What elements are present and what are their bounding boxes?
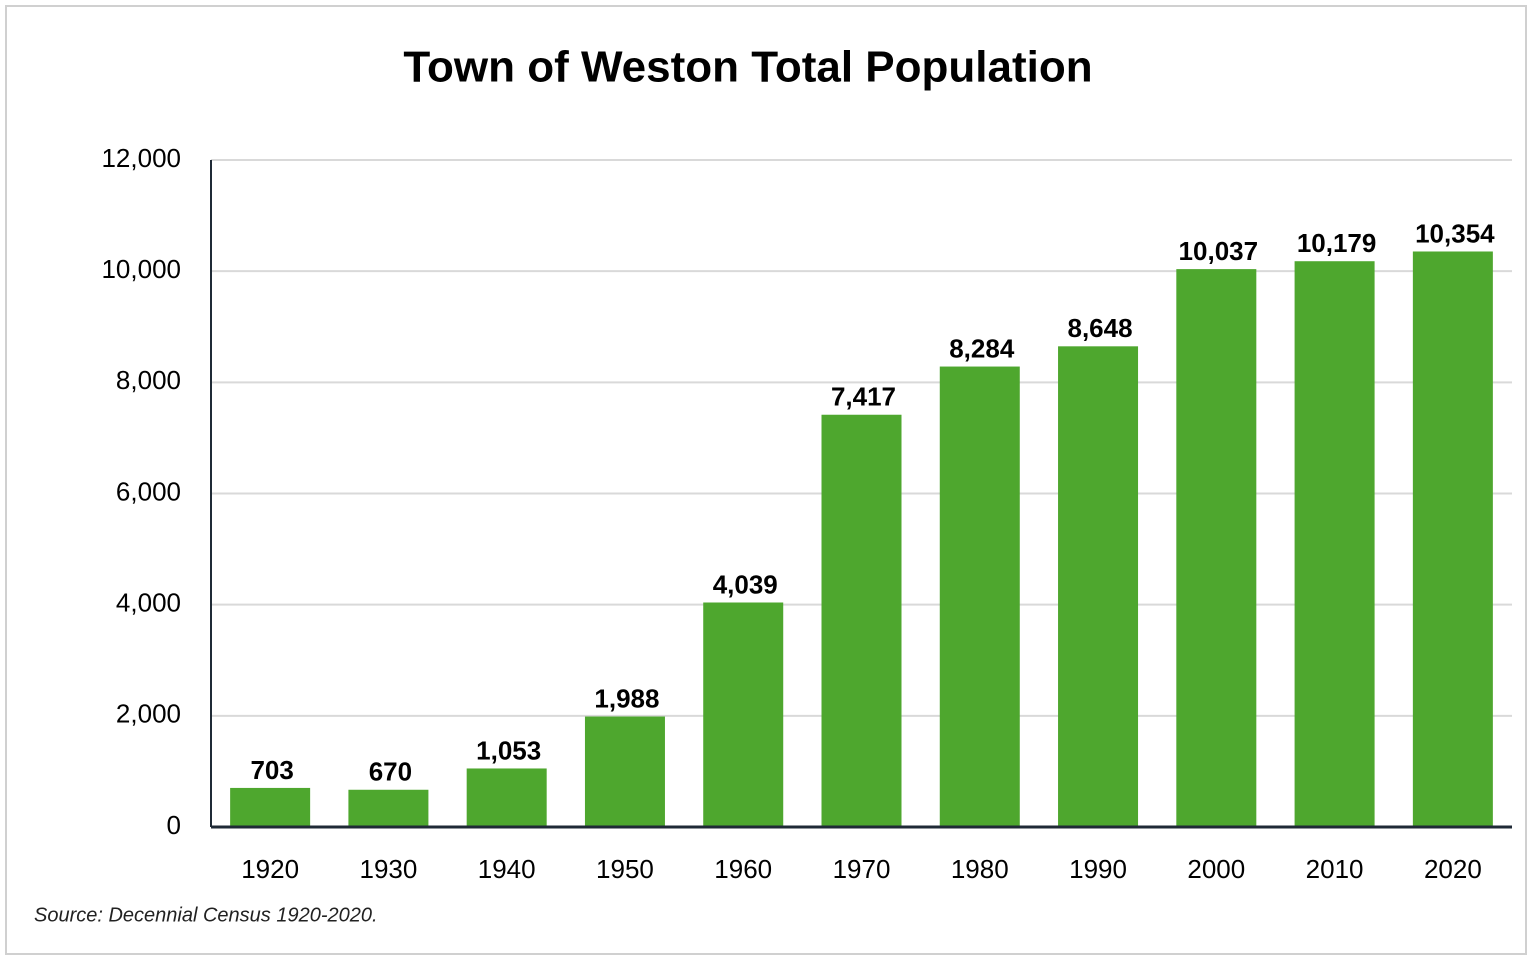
bar xyxy=(1058,346,1139,827)
y-tick-label: 0 xyxy=(167,810,181,840)
bar xyxy=(703,602,784,827)
bar xyxy=(939,366,1020,827)
value-label: 1,988 xyxy=(594,683,659,713)
value-label: 10,037 xyxy=(1179,236,1259,266)
value-label: 8,648 xyxy=(1068,313,1133,343)
x-tick-label: 1990 xyxy=(1069,854,1127,884)
value-label: 670 xyxy=(369,757,412,787)
value-label: 703 xyxy=(250,755,293,785)
x-tick-label: 2010 xyxy=(1306,854,1364,884)
value-label: 10,354 xyxy=(1415,218,1495,248)
bar xyxy=(1176,269,1257,827)
bar xyxy=(466,768,547,827)
x-tick-label: 1980 xyxy=(951,854,1009,884)
y-tick-label: 12,000 xyxy=(101,143,181,173)
x-tick-label: 1950 xyxy=(596,854,654,884)
value-label: 8,284 xyxy=(949,333,1015,363)
y-tick-label: 8,000 xyxy=(116,365,181,395)
y-tick-label: 2,000 xyxy=(116,699,181,729)
x-tick-label: 1970 xyxy=(833,854,891,884)
x-tick-label: 1940 xyxy=(478,854,536,884)
value-label: 10,179 xyxy=(1297,228,1377,258)
y-tick-label: 4,000 xyxy=(116,588,181,618)
bar xyxy=(1294,261,1375,827)
x-tick-label: 1960 xyxy=(714,854,772,884)
value-label: 1,053 xyxy=(476,735,541,765)
x-tick-label: 1930 xyxy=(359,854,417,884)
y-tick-label: 6,000 xyxy=(116,476,181,506)
value-label: 4,039 xyxy=(713,569,778,599)
chart-title: Town of Weston Total Population xyxy=(403,43,1092,92)
x-tick-label: 1920 xyxy=(241,854,299,884)
y-tick-label: 10,000 xyxy=(101,254,181,284)
bar xyxy=(230,787,311,827)
bar xyxy=(821,414,902,827)
bar xyxy=(584,716,665,827)
value-label: 7,417 xyxy=(831,382,896,412)
source-note: Source: Decennial Census 1920-2020. xyxy=(34,904,378,926)
x-tick-label: 2020 xyxy=(1424,854,1482,884)
bar xyxy=(348,789,429,827)
bar xyxy=(1412,251,1493,827)
x-tick-label: 2000 xyxy=(1187,854,1245,884)
